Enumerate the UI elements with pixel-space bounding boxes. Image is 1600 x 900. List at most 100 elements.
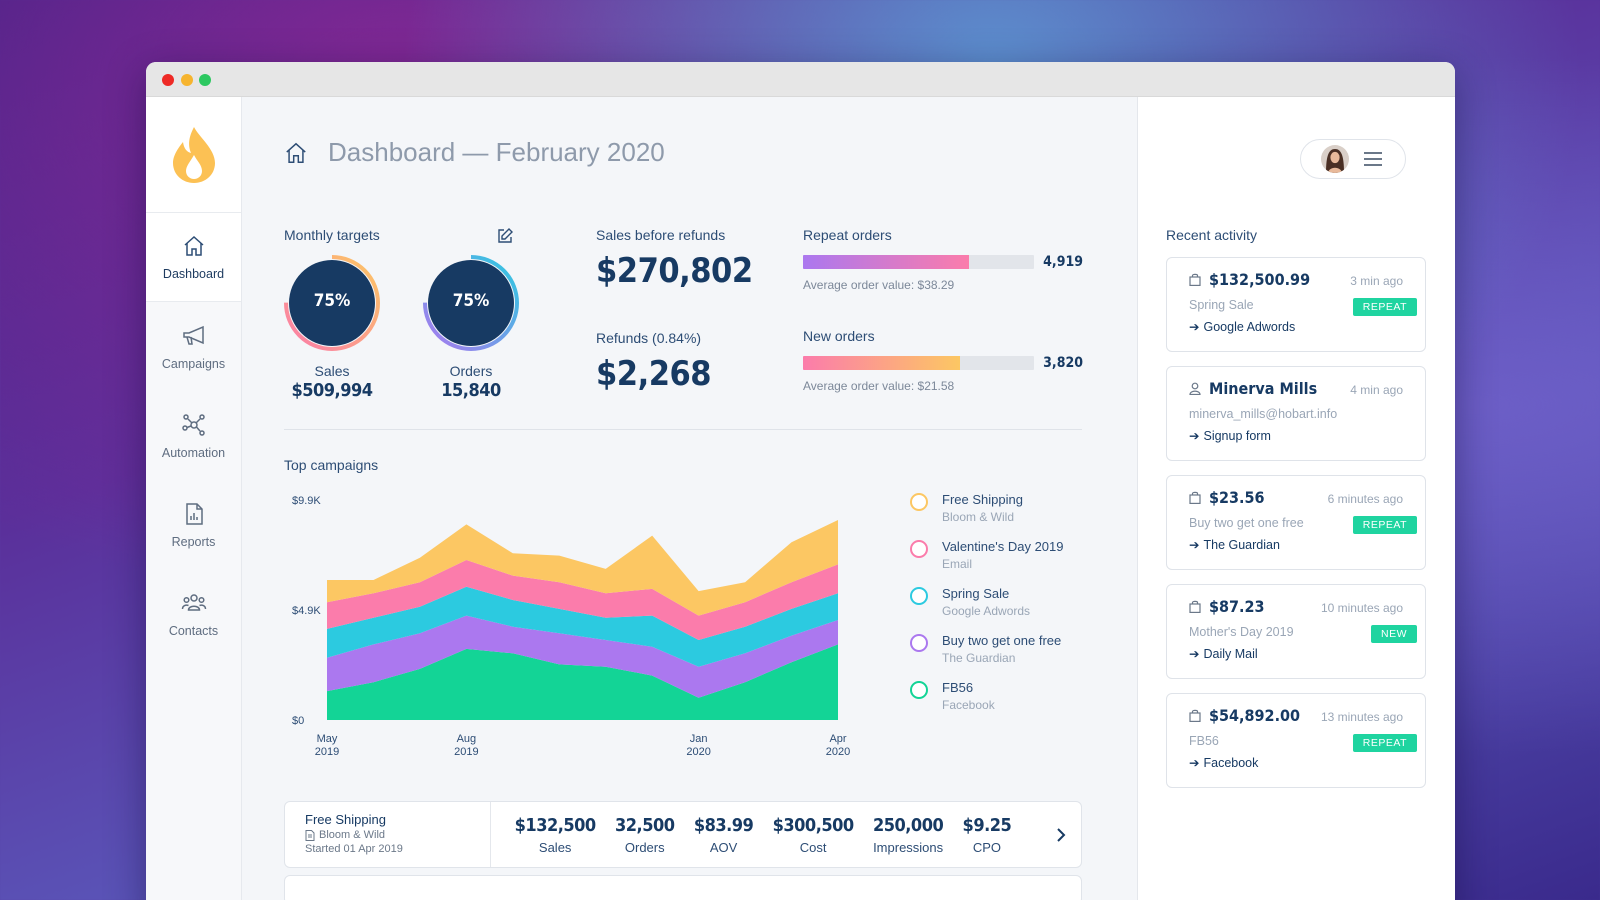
sales-before-refunds: Sales before refunds $270,802 <box>596 227 753 291</box>
new-orders-aov: Average order value: $21.58 <box>803 379 955 393</box>
activity-source-link[interactable]: Signup form <box>1203 428 1271 443</box>
legend-sub: Bloom & Wild <box>942 510 1015 524</box>
bag-icon <box>1189 491 1201 504</box>
campaign-source: Bloom & Wild <box>319 829 386 841</box>
arrow-right-icon: ➔ <box>1189 647 1200 661</box>
status-badge: REPEAT <box>1352 516 1417 534</box>
new-orders-bar <box>803 356 1035 370</box>
activity-time: 13 minutes ago <box>1320 710 1403 724</box>
activity-item[interactable]: $132,500.99 3 min ago REPEAT Spring Sale… <box>1166 257 1426 352</box>
legend-item[interactable]: Spring Sale Google Adwords <box>910 586 1064 633</box>
edit-icon[interactable] <box>496 227 514 245</box>
activity-title: Minerva Mills <box>1209 379 1318 398</box>
campaign-name: Free Shipping <box>305 812 386 827</box>
stat-label: Sales <box>538 839 572 855</box>
sales-gauge-label: Sales <box>314 363 350 379</box>
chevron-right-icon[interactable] <box>1056 827 1066 843</box>
stat-value: $9.25 <box>962 814 1012 836</box>
stat-label: Cost <box>799 839 827 855</box>
stat-value: $132,500 <box>514 814 597 836</box>
sidebar-item-contacts[interactable]: Contacts <box>146 569 241 658</box>
contacts-icon <box>181 593 206 611</box>
stat-value: 32,500 <box>615 814 675 836</box>
sidebar-item-automation[interactable]: Automation <box>146 391 241 480</box>
sidebar: Dashboard Campaigns Automation Reports C… <box>146 97 242 900</box>
legend-item[interactable]: Buy two get one free The Guardian <box>910 633 1064 680</box>
legend-name: FB56 <box>942 680 974 695</box>
x-tick-label: May <box>317 733 338 745</box>
automation-icon <box>181 413 205 436</box>
minimize-window-button[interactable] <box>181 74 193 86</box>
recent-activity-list: $132,500.99 3 min ago REPEAT Spring Sale… <box>1166 257 1426 802</box>
stat-value: $83.99 <box>693 814 754 836</box>
logo[interactable] <box>146 97 241 213</box>
sidebar-item-campaigns[interactable]: Campaigns <box>146 302 241 391</box>
area-series-fb56[interactable] <box>327 644 838 720</box>
sidebar-item-label: Dashboard <box>162 267 225 281</box>
activity-time: 10 minutes ago <box>1320 601 1403 615</box>
close-window-button[interactable] <box>162 74 174 86</box>
arrow-right-icon: ➔ <box>1189 756 1200 770</box>
sidebar-item-dashboard[interactable]: Dashboard <box>146 213 241 302</box>
activity-subtitle: FB56 <box>1189 734 1219 748</box>
activity-item[interactable]: $87.23 10 minutes ago NEW Mother's Day 2… <box>1166 584 1426 679</box>
status-badge: NEW <box>1371 625 1417 643</box>
activity-time: 6 minutes ago <box>1327 492 1403 506</box>
area-series-valentine-s-day-2019[interactable] <box>327 560 838 640</box>
x-tick-label: Apr <box>829 733 846 745</box>
report-icon <box>185 502 203 525</box>
activity-title: $132,500.99 <box>1209 270 1311 289</box>
sales-before-refunds-value: $270,802 <box>596 251 753 291</box>
legend-sub: Google Adwords <box>942 604 1031 618</box>
repeat-orders-bar-fill <box>803 255 970 269</box>
legend-item[interactable]: Valentine's Day 2019 Email <box>910 539 1064 586</box>
user-icon <box>1189 382 1201 395</box>
x-tick-label: 2019 <box>454 746 478 755</box>
recent-activity-title: Recent activity <box>1166 227 1258 243</box>
y-tick-label: $4.9K <box>292 605 321 617</box>
new-orders-value: 3,820 <box>1043 355 1083 371</box>
legend-sub: Email <box>942 557 973 571</box>
activity-item[interactable]: $23.56 6 minutes ago REPEAT Buy two get … <box>1166 475 1426 570</box>
campaign-summary-card-next[interactable] <box>284 875 1082 900</box>
activity-item[interactable]: Minerva Mills 4 min ago minerva_mills@ho… <box>1166 366 1426 461</box>
title-bar <box>146 62 1455 97</box>
area-series-buy-two-get-one-free[interactable] <box>327 615 838 698</box>
user-menu[interactable] <box>1300 139 1406 179</box>
home-icon[interactable] <box>284 141 308 165</box>
avatar[interactable] <box>1321 145 1349 173</box>
legend-marker <box>910 634 928 652</box>
arrow-right-icon: ➔ <box>1189 320 1200 334</box>
sales-gauge-value: $509,994 <box>291 380 373 401</box>
activity-subtitle: Mother's Day 2019 <box>1189 625 1294 639</box>
section-divider <box>284 429 1082 430</box>
activity-source-link[interactable]: Daily Mail <box>1203 646 1258 661</box>
legend-item[interactable]: Free Shipping Bloom & Wild <box>910 492 1064 539</box>
main-content: Dashboard — February 2020 Monthly target… <box>242 97 1138 900</box>
area-series-free-shipping[interactable] <box>327 520 838 616</box>
activity-item[interactable]: $54,892.00 13 minutes ago REPEAT FB56 ➔ F… <box>1166 693 1426 788</box>
stat-label: CPO <box>972 839 1001 855</box>
orders-gauge-percent: 75% <box>452 291 490 311</box>
home-icon <box>184 235 203 256</box>
area-series-spring-sale[interactable] <box>327 586 838 667</box>
orders-gauge-value: 15,840 <box>441 380 501 401</box>
legend-item[interactable]: FB56 Facebook <box>910 680 1064 727</box>
repeat-orders: Repeat orders 4,919 Average order value:… <box>803 227 1083 292</box>
stat-impressions: 250,000 Impressions <box>873 815 944 855</box>
page-header: Dashboard — February 2020 <box>284 137 665 168</box>
activity-source-link[interactable]: Facebook <box>1203 755 1259 770</box>
stat-aov: $83.99 AOV <box>694 815 754 855</box>
maximize-window-button[interactable] <box>199 74 211 86</box>
stat-orders: 32,500 Orders <box>615 815 675 855</box>
stat-sales: $132,500 Sales <box>514 814 597 855</box>
activity-source-link[interactable]: The Guardian <box>1203 537 1280 552</box>
activity-source-link[interactable]: Google Adwords <box>1203 319 1296 334</box>
hamburger-menu-icon[interactable] <box>1363 151 1383 167</box>
status-badge: REPEAT <box>1352 734 1417 752</box>
campaign-start-date: Started 01 Apr 2019 <box>305 843 403 855</box>
sidebar-item-reports[interactable]: Reports <box>146 480 241 569</box>
sales-gauge-percent: 75% <box>313 291 351 311</box>
campaign-summary-card[interactable]: Free Shipping Bloom & Wild Started 01 Ap… <box>284 801 1082 868</box>
